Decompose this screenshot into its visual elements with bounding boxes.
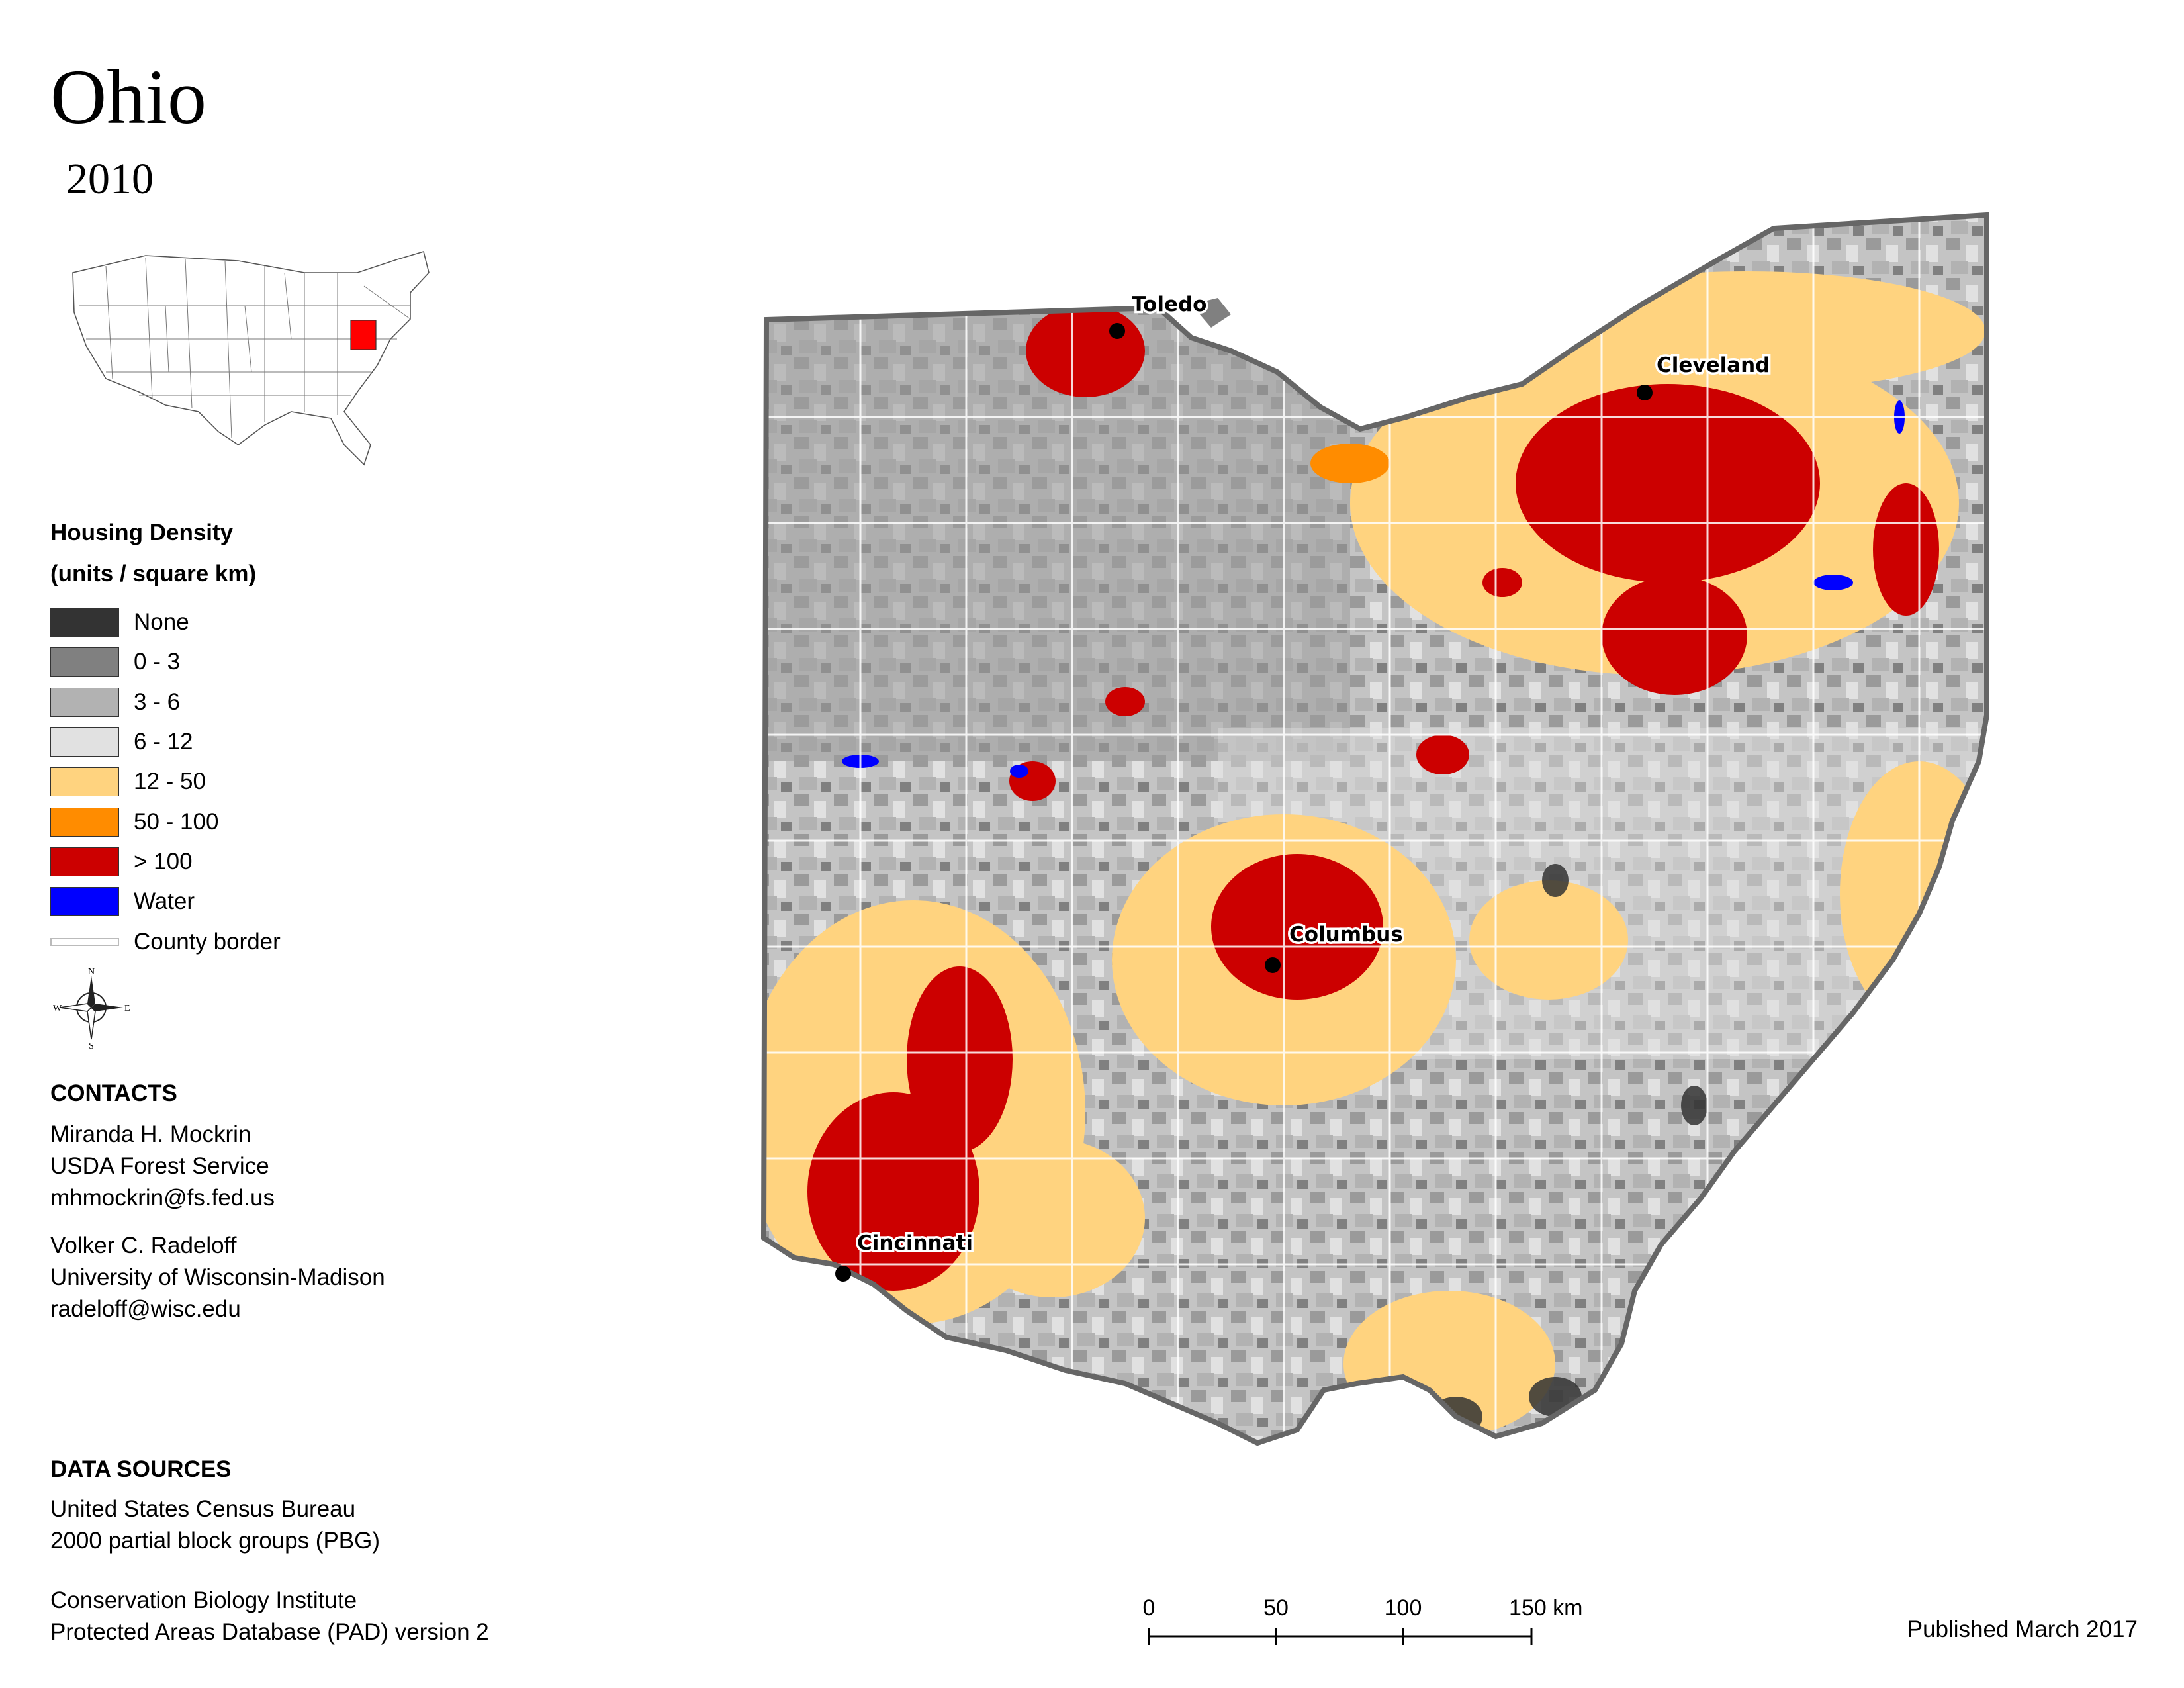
legend-title: Housing Density (50, 520, 234, 545)
legend-item-50-100: 50 - 100 (50, 802, 281, 841)
legend-item-none: None (50, 602, 281, 642)
city-label-columbus: Columbus (1289, 923, 1403, 947)
compass-s: S (89, 1041, 94, 1049)
city-columbus: Columbus (1265, 921, 1405, 973)
compass-w: W (53, 1004, 62, 1013)
city-toledo: Toledo (1109, 291, 1209, 339)
legend-label: 3 - 6 (134, 688, 181, 715)
legend-item-3-6: 3 - 6 (50, 682, 281, 722)
contact1-name: Miranda H. Mockrin (50, 1121, 251, 1147)
compass-rose-icon: N S W E (53, 967, 130, 1049)
scale-tick-0: 0 (1143, 1595, 1156, 1620)
map-year: 2010 (66, 155, 154, 203)
legend-label: 50 - 100 (134, 808, 219, 835)
scale-bar: 0 50 100 150 km (1143, 1595, 1583, 1645)
legend-label: > 100 (134, 848, 193, 874)
city-cincinnati: Cincinnati (835, 1229, 975, 1282)
legend-label: 0 - 3 (134, 649, 181, 675)
contact2-name: Volker C. Radeloff (50, 1233, 237, 1258)
scale-tick-100: 100 (1385, 1595, 1422, 1620)
legend-swatch (50, 807, 119, 837)
legend-item-water: Water (50, 882, 281, 921)
legend-item-12-50: 12 - 50 (50, 762, 281, 802)
legend-swatch (50, 847, 119, 876)
legend-swatch (50, 687, 119, 717)
contact1-org: USDA Forest Service (50, 1153, 269, 1179)
ohio-housing-density-map: Toledo Cleveland Columbus Cincinnati (760, 212, 1989, 1446)
legend-item-gt-100: > 100 (50, 842, 281, 882)
legend-swatch (50, 727, 119, 757)
legend-swatch (50, 937, 119, 946)
density-layer (764, 215, 1987, 1443)
legend-item-0-3: 0 - 3 (50, 642, 281, 682)
data-sources-heading: DATA SOURCES (50, 1456, 232, 1482)
city-label-toledo: Toledo (1132, 293, 1206, 316)
source2-line1: Conservation Biology Institute (50, 1587, 357, 1613)
city-cleveland: Cleveland (1637, 352, 1772, 400)
us-inset-map (72, 250, 430, 466)
legend: None 0 - 3 3 - 6 6 - 12 12 - 50 50 - 100… (50, 602, 281, 962)
legend-item-6-12: 6 - 12 (50, 722, 281, 762)
contacts-heading: CONTACTS (50, 1080, 177, 1106)
compass-n: N (88, 967, 95, 977)
city-label-cincinnati: Cincinnati (857, 1231, 973, 1255)
legend-label: None (134, 609, 189, 635)
us-outline (72, 250, 430, 466)
source1-line2: 2000 partial block groups (PBG) (50, 1528, 381, 1554)
source1-line1: United States Census Bureau (50, 1496, 356, 1522)
legend-swatch (50, 647, 119, 677)
legend-swatch (50, 767, 119, 797)
legend-swatch (50, 887, 119, 917)
scale-tick-150: 150 km (1509, 1595, 1583, 1620)
ohio-outline (760, 212, 1989, 1446)
scale-tick-50: 50 (1263, 1595, 1289, 1620)
legend-swatch (50, 608, 119, 637)
contact2-email[interactable]: radeloff@wisc.edu (50, 1296, 241, 1322)
contact1-email[interactable]: mhmockrin@fs.fed.us (50, 1185, 275, 1211)
legend-label: 12 - 50 (134, 769, 206, 795)
city-label-cleveland: Cleveland (1657, 353, 1770, 377)
map-title: Ohio (50, 54, 206, 140)
contact2-org: University of Wisconsin-Madison (50, 1264, 385, 1290)
published-date: Published March 2017 (1907, 1617, 2138, 1642)
legend-label: 6 - 12 (134, 729, 193, 755)
legend-units: (units / square km) (50, 561, 257, 586)
source2-line2: Protected Areas Database (PAD) version 2 (50, 1619, 489, 1645)
compass-e: E (124, 1004, 130, 1013)
legend-label: County border (134, 928, 281, 955)
legend-item-county-border: County border (50, 921, 281, 961)
legend-label: Water (134, 888, 195, 915)
ohio-highlight (350, 320, 377, 350)
